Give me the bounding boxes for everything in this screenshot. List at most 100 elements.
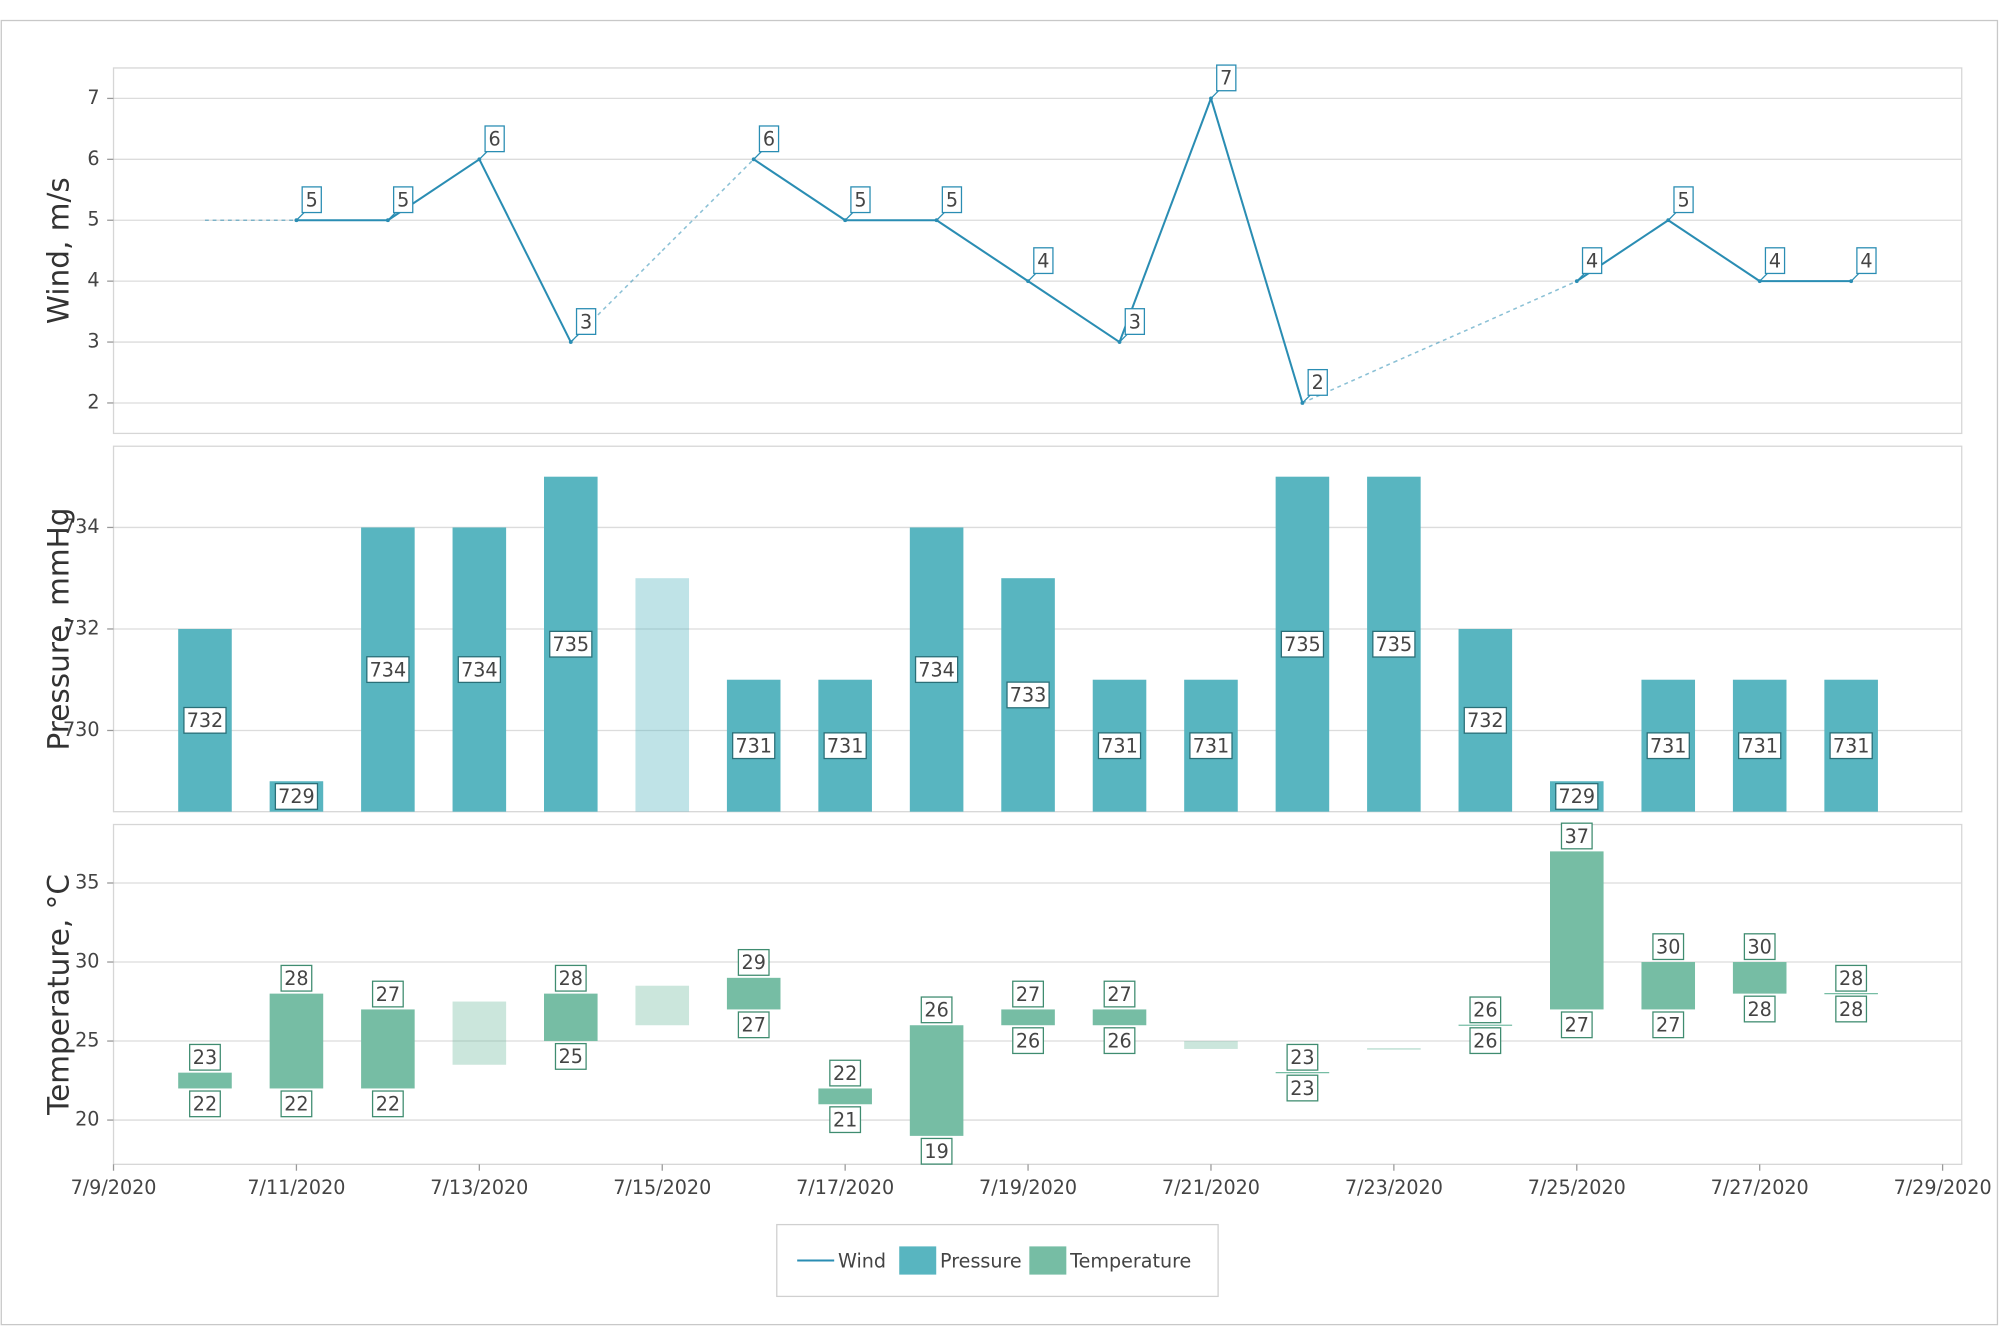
data-label: 735 xyxy=(1376,633,1412,656)
frame xyxy=(0,19,1999,1326)
data-label-group: 28 xyxy=(1743,995,1776,1023)
data-label: 22 xyxy=(376,1093,400,1116)
label-leader xyxy=(387,212,396,221)
data-label-box xyxy=(183,706,227,734)
data-label-group: 29 xyxy=(737,948,770,976)
data-label-group: 21 xyxy=(829,1106,862,1134)
y-tick-label: 732 xyxy=(63,616,99,639)
data-label: 729 xyxy=(278,785,314,808)
data-label-group: 731 xyxy=(1097,732,1142,760)
range-bar xyxy=(726,977,781,1010)
data-label-box xyxy=(554,964,587,992)
data-label: 731 xyxy=(1833,734,1869,757)
data-label-box xyxy=(1560,1011,1593,1039)
y-tick-label: 2 xyxy=(87,390,99,413)
data-label-group: 22 xyxy=(371,1090,404,1118)
data-label-group: 733 xyxy=(1006,681,1050,709)
y-tick-label: 4 xyxy=(87,269,99,292)
y-tick-label: 7 xyxy=(87,86,99,109)
label-leader xyxy=(844,212,854,221)
legend-swatch xyxy=(899,1246,937,1275)
data-label-box xyxy=(1189,732,1233,760)
data-label-group: 23 xyxy=(1286,1074,1319,1102)
y-axis-title: Wind, m/s xyxy=(41,177,75,324)
x-tick-label: 7/23/2020 xyxy=(1345,1176,1443,1199)
data-label: 735 xyxy=(553,633,589,656)
data-label: 2 xyxy=(1312,371,1324,394)
data-label-group: 30 xyxy=(1652,933,1685,961)
label-leader xyxy=(570,333,579,343)
data-label: 731 xyxy=(1741,734,1777,757)
y-tick-label: 30 xyxy=(75,949,99,972)
x-tick-label: 7/13/2020 xyxy=(430,1176,528,1199)
data-label: 26 xyxy=(1473,1029,1497,1052)
label-leader xyxy=(1210,90,1220,99)
data-label-box xyxy=(280,1090,313,1118)
data-label-box xyxy=(758,125,780,153)
data-label-box xyxy=(1743,995,1776,1023)
range-bar xyxy=(1184,1041,1238,1049)
data-label-box xyxy=(1006,681,1050,709)
data-label-box xyxy=(1372,630,1416,658)
data-label-group: 734 xyxy=(914,656,959,684)
data-label: 4 xyxy=(1037,249,1049,272)
range-bar xyxy=(544,993,598,1042)
line-segment xyxy=(753,158,846,222)
data-label: 23 xyxy=(1290,1077,1314,1100)
data-label-box xyxy=(1555,783,1599,810)
data-label: 26 xyxy=(924,999,948,1022)
line-segment xyxy=(1209,98,1304,404)
data-label: 22 xyxy=(193,1093,217,1116)
data-label: 28 xyxy=(1839,967,1863,990)
data-label-box xyxy=(732,732,776,760)
range-bar xyxy=(1549,851,1604,1010)
y-tick-label: 35 xyxy=(75,870,99,893)
data-label-group: 734 xyxy=(366,656,410,684)
data-label-box xyxy=(1652,933,1685,961)
line-segment xyxy=(1302,361,1395,404)
data-label: 30 xyxy=(1748,935,1772,958)
legend-label: Wind xyxy=(838,1249,886,1272)
range-bar xyxy=(635,985,690,1026)
data-label-group: 28 xyxy=(280,964,313,992)
data-label-group: 2 xyxy=(1307,368,1328,396)
data-label-box xyxy=(1216,64,1237,92)
data-label-group: 731 xyxy=(732,732,776,760)
y-axis-title: Temperature, °C xyxy=(41,874,75,1116)
data-label-box xyxy=(280,964,313,992)
data-label: 27 xyxy=(376,983,400,1006)
data-label-group: 4 xyxy=(1581,247,1603,275)
data-label-group: 731 xyxy=(1829,732,1873,760)
data-label-group: 735 xyxy=(1280,630,1325,658)
data-label-group: 30 xyxy=(1743,933,1776,961)
point xyxy=(1483,320,1487,324)
data-label: 5 xyxy=(306,188,318,211)
data-label: 731 xyxy=(735,734,771,757)
label-leader xyxy=(1576,272,1585,282)
label-leader xyxy=(1027,272,1037,282)
data-label-box xyxy=(1103,980,1136,1008)
panel xyxy=(112,823,1963,1165)
point xyxy=(660,249,664,253)
data-label-group: 28 xyxy=(1835,964,1868,992)
data-label-box xyxy=(737,948,770,976)
data-label-box xyxy=(371,980,404,1008)
data-label-box xyxy=(1097,732,1142,760)
data-label-group: 3 xyxy=(1124,308,1146,335)
data-label-group: 5 xyxy=(941,186,963,214)
line-segment xyxy=(1118,98,1212,343)
label-leader xyxy=(1759,272,1768,282)
y-tick-label: 5 xyxy=(87,208,99,231)
data-label-box xyxy=(1673,186,1694,214)
data-label-box xyxy=(1646,732,1690,760)
data-label-box xyxy=(366,656,410,684)
line-segment xyxy=(661,158,755,252)
data-label-group: 732 xyxy=(183,706,227,734)
data-label: 3 xyxy=(580,310,592,333)
data-label-box xyxy=(484,125,505,153)
data-label: 19 xyxy=(924,1140,948,1163)
data-label: 732 xyxy=(1467,709,1503,732)
data-label-box xyxy=(301,186,322,214)
data-label: 27 xyxy=(742,1014,766,1037)
x-tick-label: 7/11/2020 xyxy=(247,1176,345,1199)
